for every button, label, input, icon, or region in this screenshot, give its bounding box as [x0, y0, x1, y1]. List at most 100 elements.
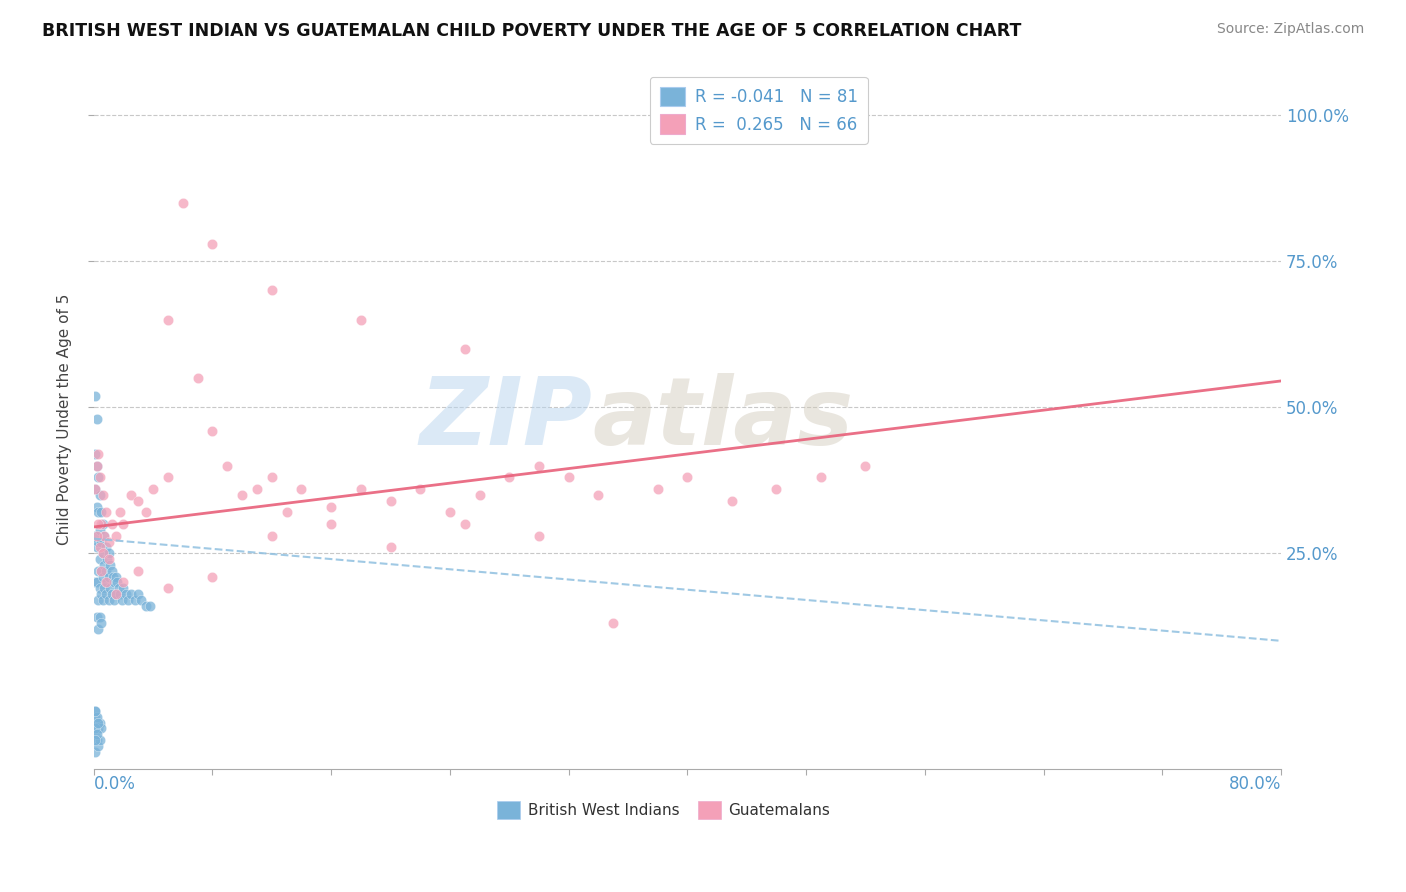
Point: [104, 569, 127, 583]
Point: [84, 745, 107, 759]
Point: [89, 733, 111, 747]
Point: [84, 529, 107, 543]
Point: [139, 599, 162, 613]
Point: [321, 500, 343, 514]
Point: [187, 371, 209, 385]
Point: [84, 447, 107, 461]
Point: [90, 505, 112, 519]
Point: [84, 722, 107, 736]
Point: [97, 552, 120, 566]
Point: [120, 488, 142, 502]
Point: [527, 529, 550, 543]
Text: 80.0%: 80.0%: [1229, 775, 1281, 793]
Point: [557, 470, 579, 484]
Point: [217, 458, 239, 473]
Point: [276, 505, 298, 519]
Point: [84, 575, 107, 590]
Point: [97, 546, 120, 560]
Point: [97, 569, 120, 583]
Point: [588, 488, 610, 502]
Point: [87, 722, 110, 736]
Point: [98, 558, 121, 572]
Text: atlas: atlas: [592, 373, 853, 465]
Point: [112, 581, 135, 595]
Point: [87, 534, 110, 549]
Point: [156, 470, 179, 484]
Point: [87, 564, 110, 578]
Point: [100, 516, 122, 531]
Point: [84, 704, 107, 718]
Point: [94, 587, 117, 601]
Point: [87, 505, 110, 519]
Point: [97, 593, 120, 607]
Point: [602, 616, 624, 631]
Point: [84, 727, 107, 741]
Point: [380, 493, 402, 508]
Point: [90, 564, 112, 578]
Point: [115, 587, 138, 601]
Point: [86, 715, 108, 730]
Point: [86, 529, 108, 543]
Point: [90, 564, 112, 578]
Point: [120, 587, 142, 601]
Text: ZIP: ZIP: [419, 373, 592, 465]
Point: [100, 587, 122, 601]
Point: [201, 236, 224, 251]
Point: [91, 546, 114, 560]
Point: [91, 546, 114, 560]
Point: [129, 593, 152, 607]
Point: [260, 284, 283, 298]
Point: [86, 500, 108, 514]
Point: [87, 715, 110, 730]
Point: [647, 482, 669, 496]
Point: [101, 569, 124, 583]
Point: [104, 587, 127, 601]
Point: [201, 569, 224, 583]
Point: [93, 529, 115, 543]
Point: [91, 569, 114, 583]
Point: [86, 412, 108, 426]
Point: [201, 424, 224, 438]
Point: [94, 564, 117, 578]
Point: [94, 505, 117, 519]
Point: [84, 710, 107, 724]
Point: [127, 493, 149, 508]
Point: [110, 587, 132, 601]
Point: [89, 552, 111, 566]
Point: [439, 505, 461, 519]
Point: [103, 575, 125, 590]
Point: [810, 470, 832, 484]
Point: [124, 593, 146, 607]
Point: [90, 587, 112, 601]
Point: [87, 622, 110, 636]
Point: [156, 312, 179, 326]
Point: [350, 482, 373, 496]
Point: [454, 342, 477, 356]
Text: BRITISH WEST INDIAN VS GUATEMALAN CHILD POVERTY UNDER THE AGE OF 5 CORRELATION C: BRITISH WEST INDIAN VS GUATEMALAN CHILD …: [42, 22, 1022, 40]
Y-axis label: Child Poverty Under the Age of 5: Child Poverty Under the Age of 5: [58, 293, 72, 545]
Point: [765, 482, 787, 496]
Point: [855, 458, 877, 473]
Point: [454, 516, 477, 531]
Point: [172, 195, 194, 210]
Point: [89, 541, 111, 555]
Point: [96, 575, 118, 590]
Text: 0.0%: 0.0%: [94, 775, 135, 793]
Point: [135, 505, 157, 519]
Point: [246, 482, 269, 496]
Point: [117, 593, 139, 607]
Point: [89, 610, 111, 624]
Point: [260, 529, 283, 543]
Point: [84, 388, 107, 402]
Point: [89, 581, 111, 595]
Point: [86, 710, 108, 724]
Point: [84, 733, 107, 747]
Point: [87, 470, 110, 484]
Point: [721, 493, 744, 508]
Point: [104, 529, 127, 543]
Point: [86, 727, 108, 741]
Point: [86, 458, 108, 473]
Point: [103, 593, 125, 607]
Point: [94, 541, 117, 555]
Point: [142, 482, 165, 496]
